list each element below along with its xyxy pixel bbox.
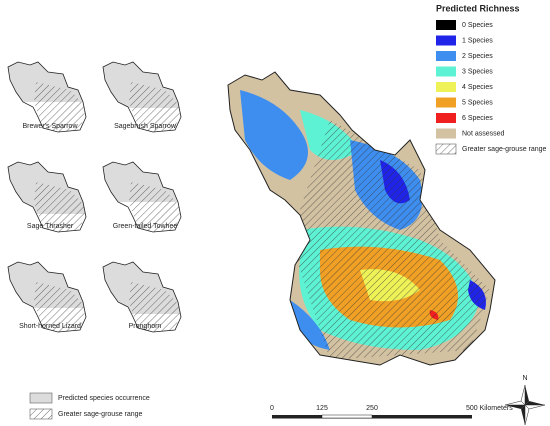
- panel-legend-swatch: [29, 408, 53, 420]
- scale-label: 0: [270, 405, 274, 412]
- legend-label: 6 Species: [462, 115, 493, 122]
- sage-grouse-range: [129, 282, 181, 332]
- species-map: [102, 161, 182, 233]
- north-arrow: [504, 384, 546, 426]
- legend-label: 1 Species: [462, 37, 493, 44]
- outline: [102, 161, 182, 233]
- outline: [7, 261, 87, 333]
- sage-grouse-range: [129, 82, 181, 132]
- species-label: Short-horned Lizard: [19, 323, 81, 330]
- legend-swatch: [436, 97, 456, 108]
- species-map: [102, 261, 182, 333]
- species-label: Green-tailed Towhee: [113, 223, 178, 230]
- panel-legend-swatch: [29, 392, 53, 404]
- scale-bar: [272, 414, 472, 419]
- panel-legend: Predicted species occurrence Greater sage…: [29, 392, 150, 420]
- scale-label: 500 Kilometers: [466, 405, 513, 412]
- outline: [102, 61, 182, 133]
- species-label: Sagebrush Sparrow: [114, 123, 177, 130]
- legend-swatch: [436, 128, 456, 139]
- main-map: [228, 72, 495, 365]
- sage-grouse-range: [34, 182, 86, 232]
- legend-label: 2 Species: [462, 53, 493, 60]
- outline: [7, 161, 87, 233]
- panel-legend-label: Predicted species occurrence: [58, 395, 150, 402]
- legend-label: 4 Species: [462, 84, 493, 91]
- scale-label: 250: [366, 405, 378, 412]
- north-label: N: [522, 375, 527, 382]
- species-map-fill: [103, 162, 181, 232]
- scale-label: 125: [316, 405, 328, 412]
- sage-grouse-range: [34, 282, 86, 332]
- legend-swatch: [436, 35, 456, 46]
- species-label: Sage Thrasher: [27, 223, 74, 230]
- legend-label: 5 Species: [462, 99, 493, 106]
- legend-title: Predicted Richness: [436, 3, 520, 13]
- outline: [102, 261, 182, 333]
- legend-swatch: [436, 20, 456, 30]
- sage-grouse-range: [129, 182, 181, 232]
- panel-legend-label: Greater sage-grouse range: [58, 411, 143, 418]
- legend-swatch: [436, 51, 456, 61]
- species-map: [7, 261, 87, 333]
- legend: 0 Species 1 Species 2 Species 3 Species 4 Sp…: [435, 20, 547, 155]
- species-map-fill: [8, 262, 86, 332]
- legend-swatch: [435, 143, 457, 155]
- sage-grouse-range: [34, 82, 86, 132]
- legend-label: Greater sage-grouse range: [462, 146, 547, 153]
- legend-label: 3 Species: [462, 68, 493, 75]
- species-label: Pronghorn: [129, 323, 162, 330]
- legend-label: Not assessed: [462, 130, 505, 137]
- species-label: Brewer's Sparrow: [22, 123, 78, 130]
- scale-labels: 0 125 250 500 Kilometers: [270, 405, 513, 412]
- species-panels: Brewer's Sparrow Sagebrush Sparrow Sage Th…: [7, 61, 182, 333]
- legend-swatch: [436, 82, 456, 92]
- outline: [7, 61, 87, 133]
- legend-swatch: [436, 113, 456, 123]
- legend-label: 0 Species: [462, 22, 493, 29]
- legend-swatch: [436, 66, 456, 77]
